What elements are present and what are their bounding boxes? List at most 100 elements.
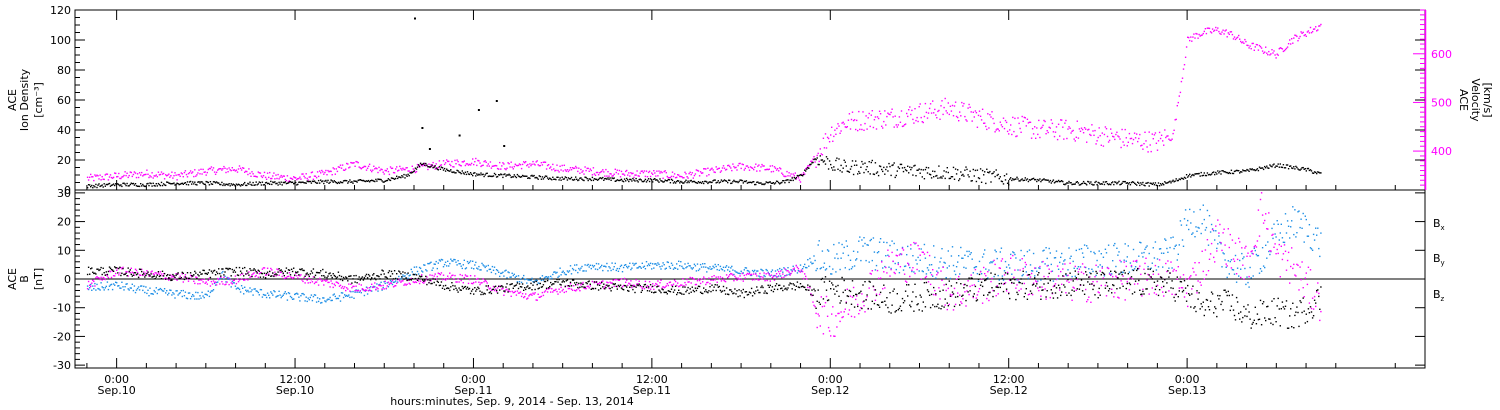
bz-point-766: [884, 287, 886, 289]
bz-point-152: [245, 278, 247, 281]
density-point-404: [507, 174, 509, 176]
bz-point-225: [321, 280, 323, 282]
velocity-point-851: [972, 111, 974, 113]
density-point-1118: [1250, 168, 1252, 171]
bz-point-166: [259, 272, 262, 274]
velocity-point-222: [317, 175, 320, 178]
velocity-point-405: [508, 163, 510, 165]
density-point-130: [222, 184, 224, 187]
density-point-336: [436, 168, 438, 170]
velocity-point-129: [221, 169, 223, 171]
velocity-point-93: [183, 171, 186, 174]
bz-point-112: [203, 278, 205, 280]
bz-point-768: [886, 272, 888, 274]
bz-point-460: [565, 290, 567, 293]
by-point-358: [459, 263, 461, 265]
bz-point-682: [796, 266, 799, 268]
velocity-point-112: [203, 171, 205, 173]
by-point-105: [196, 298, 198, 300]
density-point-1129: [1261, 167, 1264, 169]
by-point-31: [119, 287, 121, 289]
density-point-1166: [1300, 168, 1302, 170]
density-point-1115: [1247, 169, 1249, 171]
by-point-24: [111, 288, 114, 291]
by-point-1108: [1240, 268, 1242, 270]
bz-point-66: [155, 272, 157, 274]
velocity-point-1074: [1204, 28, 1207, 30]
bz-point-563: [672, 283, 675, 285]
bz-point-158: [251, 274, 253, 276]
velocity-point-323: [423, 164, 425, 166]
density-point-1005: [1132, 181, 1135, 183]
bz-point-120: [211, 283, 214, 285]
velocity-point-447: [552, 163, 554, 166]
bz-point-498: [605, 284, 607, 286]
bz-point-509: [616, 285, 618, 288]
by-point-628: [740, 270, 742, 272]
by-point-579: [689, 265, 691, 267]
by-point-400: [503, 275, 505, 277]
bz-point-1111: [1243, 278, 1245, 280]
velocity-point-514: [621, 173, 624, 175]
density-point-445: [550, 178, 552, 180]
by-point-1123: [1255, 253, 1258, 256]
bz-point-252: [349, 290, 351, 292]
density-point-1003: [1130, 181, 1133, 184]
bz-point-582: [692, 277, 694, 280]
by-point-438: [542, 279, 545, 281]
density-point-188: [282, 181, 284, 184]
by-point-80: [170, 289, 172, 292]
velocity-point-789: [908, 109, 910, 111]
by-point-1047: [1176, 259, 1178, 261]
by-point-1046: [1175, 244, 1177, 246]
velocity-tick-label-1: 500: [1431, 96, 1452, 109]
bz-point-628: [740, 278, 742, 281]
velocity-point-654: [767, 168, 769, 171]
by-point-103: [194, 298, 196, 300]
by-point-436: [540, 279, 543, 282]
bz-point-602: [713, 275, 715, 277]
density-point-724: [840, 164, 842, 167]
bz-point-607: [718, 278, 720, 280]
density-point-698: [813, 158, 815, 161]
density-point-414: [517, 175, 520, 177]
density-point-121: [212, 181, 215, 183]
by-point-964: [1090, 250, 1092, 253]
bz-point-552: [661, 287, 663, 289]
bz-point-180: [274, 271, 276, 273]
density-point-91: [181, 182, 183, 184]
density-point-453: [558, 179, 560, 181]
by-point-1010: [1138, 255, 1140, 257]
by-point-235: [331, 299, 333, 302]
velocity-point-255: [352, 162, 354, 164]
by-point-157: [250, 290, 252, 293]
by-point-955: [1080, 248, 1083, 250]
b-tick-label-6: 30: [57, 187, 71, 200]
velocity-point-525: [633, 176, 635, 179]
by-point-977: [1103, 275, 1106, 277]
density-point-595: [706, 181, 708, 183]
bz-point-291: [389, 282, 392, 284]
density-point-1011: [1139, 184, 1141, 187]
by-point-1005: [1132, 248, 1135, 251]
by-point-1057: [1187, 219, 1189, 222]
bz-point-986: [1113, 296, 1115, 298]
velocity-point-607: [718, 167, 720, 169]
density-point-1061: [1191, 174, 1193, 177]
velocity-point-1029: [1157, 140, 1160, 142]
velocity-point-187: [281, 176, 283, 178]
velocity-point-1127: [1259, 46, 1262, 48]
bz-point-422: [526, 298, 528, 300]
by-point-10: [97, 287, 99, 290]
velocity-point-1047: [1176, 105, 1178, 107]
by-point-601: [712, 265, 714, 267]
velocity-point-4: [91, 176, 93, 178]
by-point-841: [962, 257, 964, 259]
bz-point-208: [303, 276, 305, 279]
bz-point-729: [845, 301, 847, 303]
bz-point-527: [635, 279, 637, 281]
density-point-738: [855, 160, 857, 162]
bz-point-769: [887, 249, 889, 251]
density-point-1022: [1150, 182, 1152, 185]
bz-point-494: [601, 280, 603, 283]
